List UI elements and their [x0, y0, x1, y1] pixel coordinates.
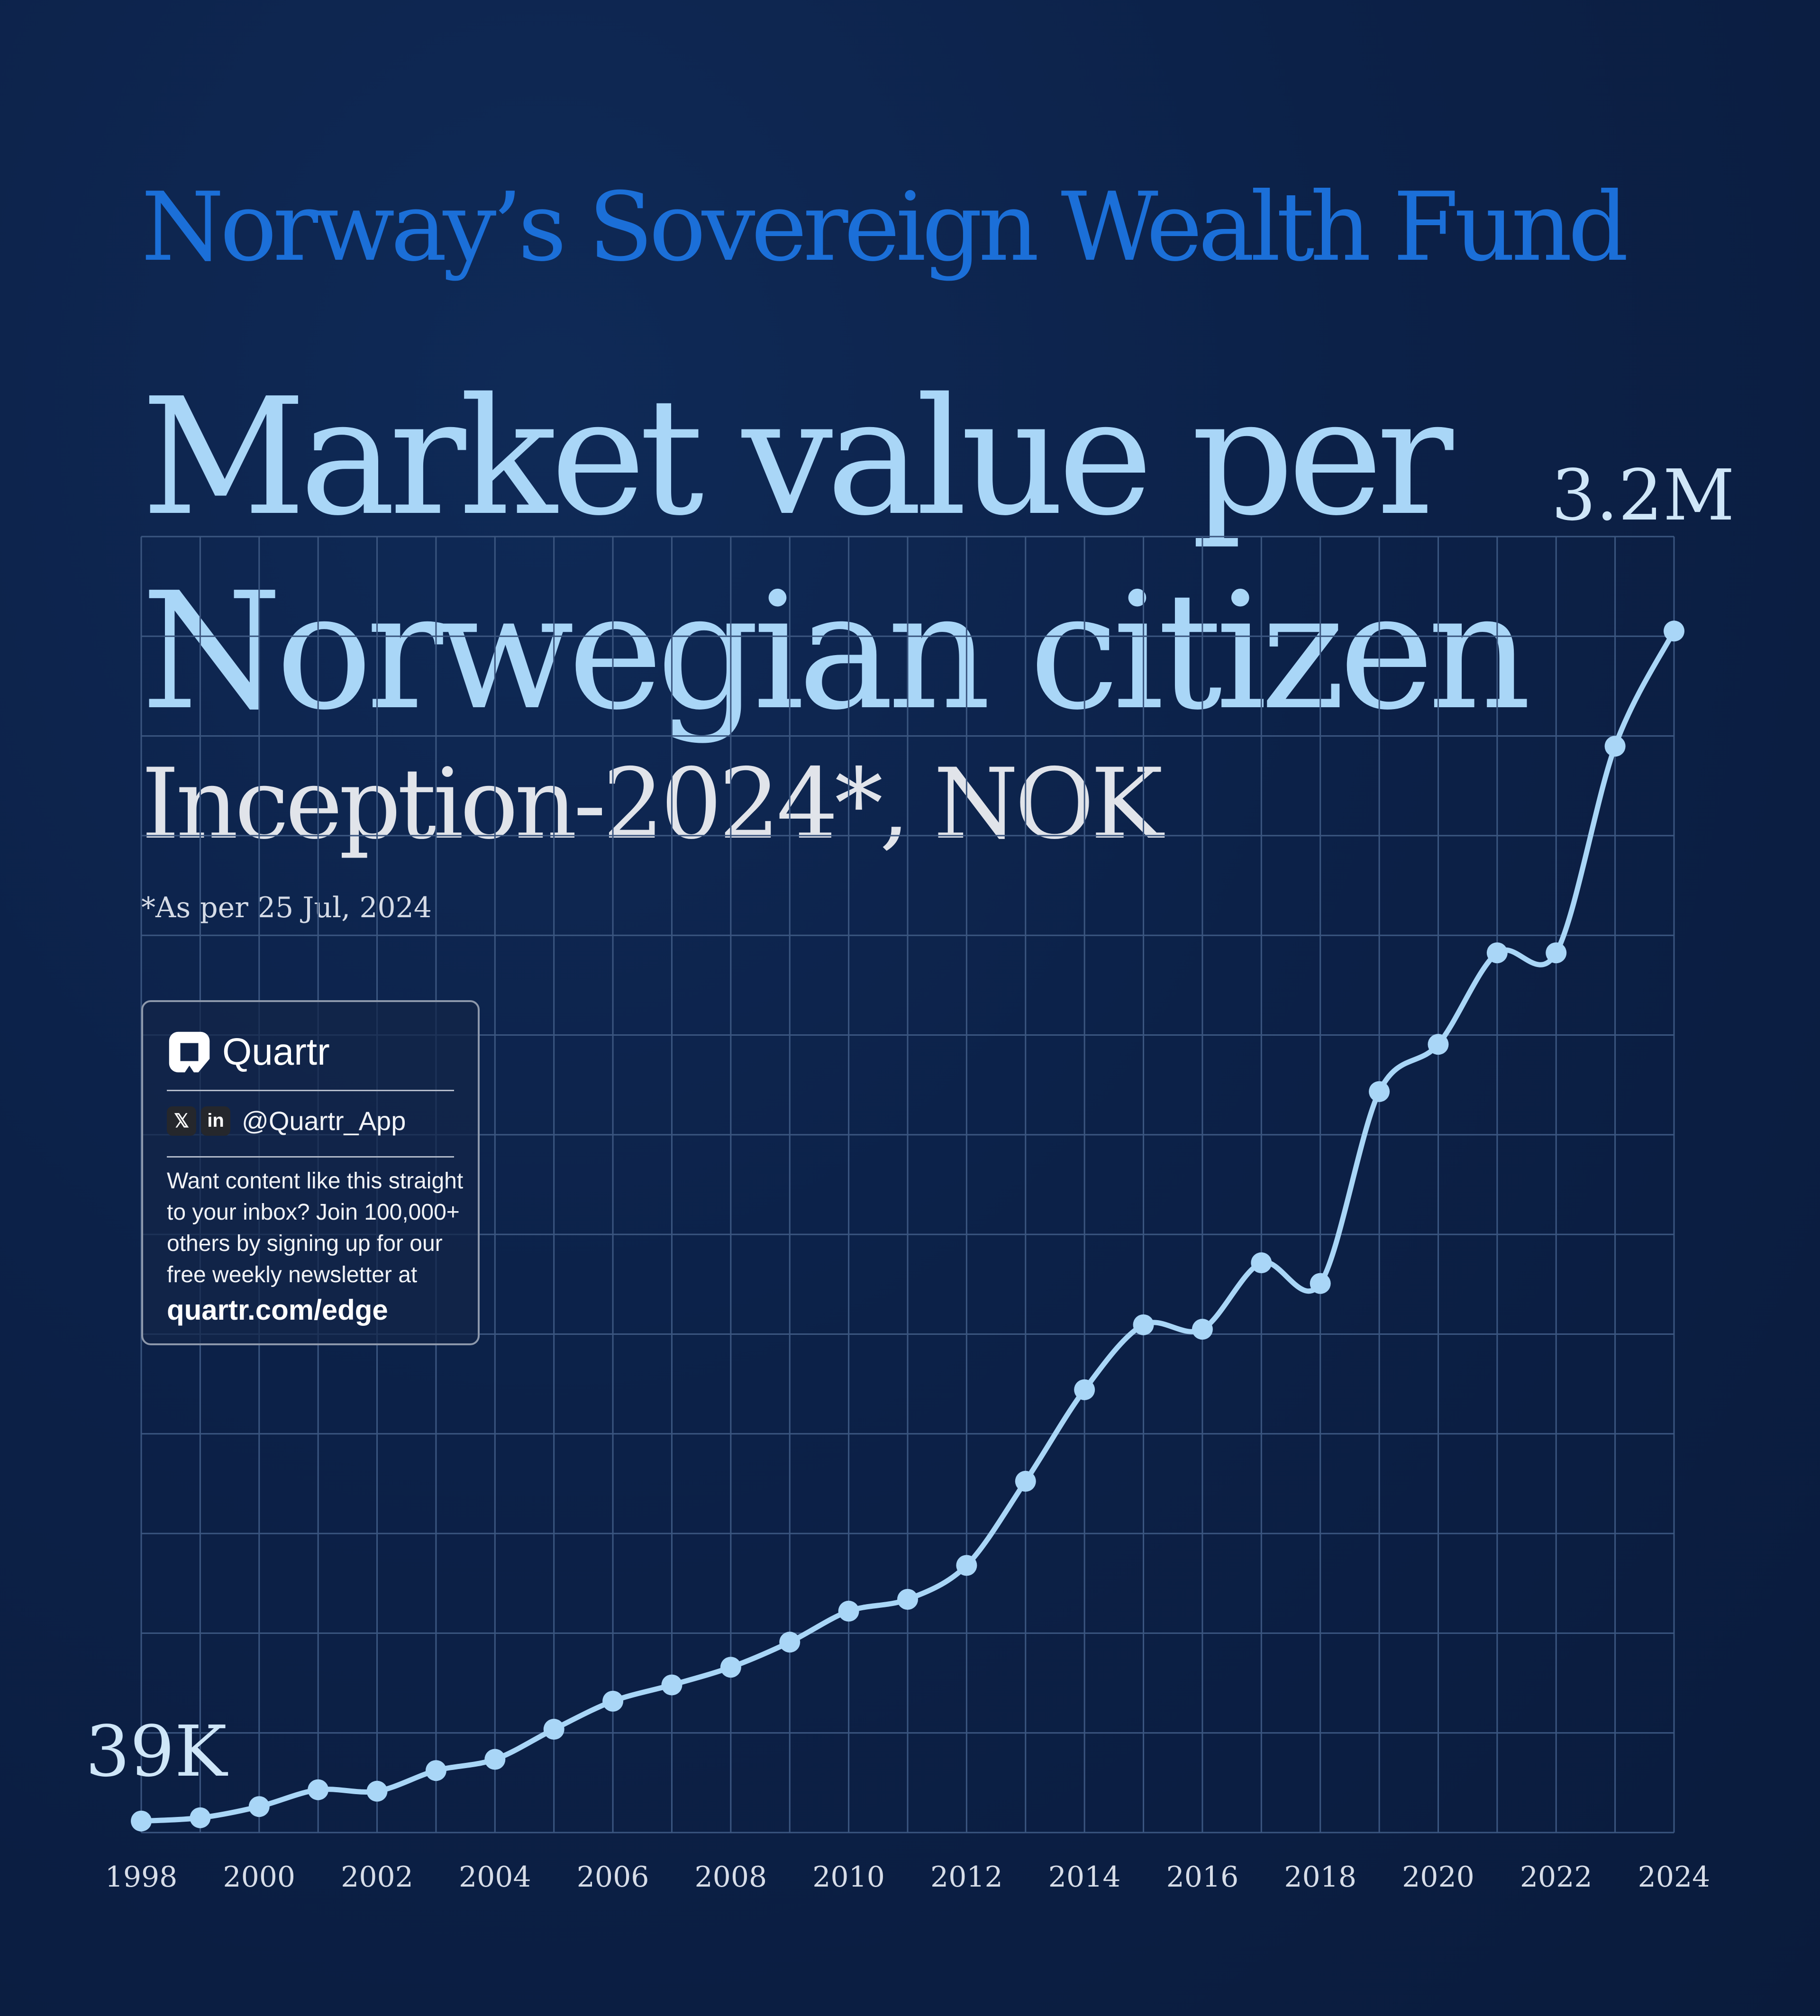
data-point-2017 [1251, 1252, 1272, 1274]
data-point-1998 [131, 1810, 152, 1832]
newsletter-link[interactable]: quartr.com/edge [167, 1294, 388, 1326]
data-point-2019 [1369, 1081, 1390, 1102]
data-point-2016 [1192, 1319, 1213, 1340]
card-divider [167, 1090, 454, 1091]
eyebrow-title: Norway’s Sovereign Wealth Fund [141, 172, 1629, 283]
end-value-label: 3.2M [1551, 455, 1735, 536]
chart-subtitle: Inception-2024*, NOK [141, 748, 1163, 861]
newsletter-text: Want content like this straight to your … [167, 1168, 464, 1287]
x-tick-label: 2002 [341, 1861, 413, 1894]
data-point-2018 [1310, 1273, 1331, 1294]
x-tick-label: 2024 [1638, 1861, 1711, 1894]
card-divider [167, 1156, 454, 1158]
quartr-logo-icon [169, 1031, 210, 1072]
data-point-2004 [484, 1749, 506, 1770]
x-tick-label: 1998 [105, 1861, 178, 1894]
x-icon[interactable]: 𝕏 [167, 1106, 196, 1136]
data-point-2024 [1664, 620, 1684, 642]
data-point-2005 [543, 1719, 564, 1740]
brand-name: Quartr [222, 1031, 330, 1073]
series-points [131, 620, 1684, 1832]
chart-title: Market value per Norwegian citizen [141, 360, 1531, 749]
x-tick-label: 2018 [1284, 1861, 1356, 1894]
x-tick-label: 2004 [459, 1861, 531, 1894]
social-handle[interactable]: @Quartr_App [242, 1106, 406, 1136]
x-tick-label: 2000 [223, 1861, 295, 1894]
data-point-2014 [1074, 1379, 1095, 1400]
brand[interactable]: Quartr [167, 1028, 330, 1076]
x-tick-label: 2020 [1402, 1861, 1474, 1894]
quartr-card: Quartr 𝕏 in @Quartr_App Want content lik… [141, 1000, 480, 1345]
x-tick-label: 2010 [812, 1861, 885, 1894]
data-point-2007 [661, 1674, 682, 1696]
title-line-2: Norwegian citizen [141, 558, 1531, 746]
data-point-2021 [1486, 942, 1508, 964]
data-point-2010 [838, 1600, 859, 1622]
start-value-label: 39K [85, 1711, 228, 1792]
x-tick-label: 2006 [577, 1861, 649, 1894]
footnote: *As per 25 Jul, 2024 [141, 891, 432, 924]
data-point-2001 [308, 1779, 329, 1800]
x-tick-label: 2008 [694, 1861, 767, 1894]
data-point-2002 [366, 1780, 388, 1802]
data-point-2022 [1546, 942, 1567, 964]
data-point-2009 [779, 1632, 801, 1653]
data-point-2006 [602, 1690, 624, 1712]
x-tick-label: 2014 [1048, 1861, 1121, 1894]
data-point-2013 [1015, 1470, 1036, 1492]
data-point-2011 [897, 1589, 918, 1610]
linkedin-icon[interactable]: in [201, 1106, 230, 1136]
data-point-1999 [190, 1807, 211, 1828]
data-point-2023 [1604, 736, 1626, 757]
data-point-2008 [720, 1657, 741, 1678]
x-tick-label: 2016 [1166, 1861, 1239, 1894]
x-tick-label: 2022 [1520, 1861, 1592, 1894]
data-point-2003 [425, 1760, 446, 1781]
x-axis-ticks: 1998 2000 2002 2004 2006 2008 2010 2012 2014 2016… [105, 1861, 1711, 1894]
data-point-2000 [248, 1796, 270, 1817]
social-row: 𝕏 in @Quartr_App [167, 1105, 406, 1136]
data-point-2015 [1133, 1314, 1154, 1335]
x-tick-label: 2012 [930, 1861, 1003, 1894]
title-line-1: Market value per [141, 364, 1453, 551]
data-point-2012 [956, 1555, 977, 1576]
data-point-2020 [1428, 1034, 1449, 1055]
